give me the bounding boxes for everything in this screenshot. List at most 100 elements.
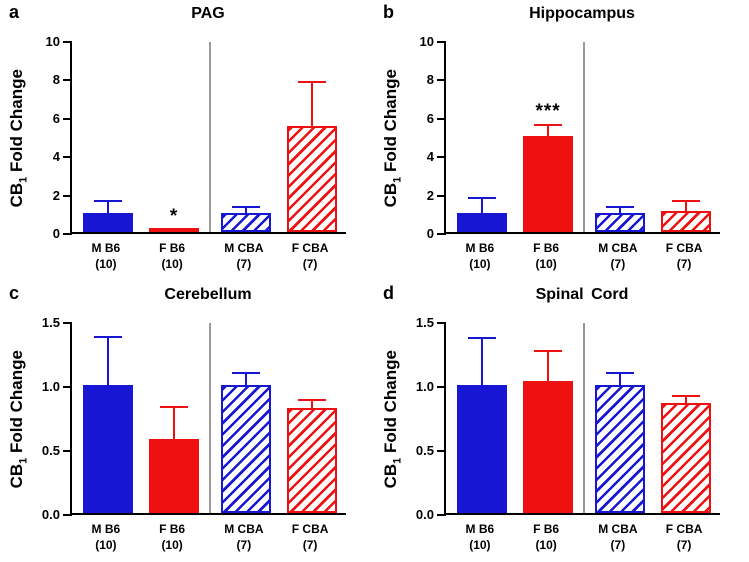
x-tick-label-line2: (10) [161,537,183,552]
x-tick-label-line1: M B6 [465,241,495,255]
x-tick-label-line2: (10) [95,537,117,552]
x-tick-label-line2: (10) [95,256,117,271]
y-tick-label: 1.5 [41,315,60,330]
y-tick [437,156,446,159]
bar [661,210,711,232]
error-bar [311,82,314,129]
error-bar [618,372,621,387]
y-tick [63,117,72,120]
y-tick-label: 8 [426,72,434,88]
x-tick-label-line2: (7) [676,256,692,271]
y-tick [437,41,446,43]
x-tick-label-line2: (10) [535,256,557,271]
y-tick-label: 6 [426,110,434,126]
group-divider [209,323,211,513]
y-tick [63,41,72,43]
x-tick-label-line2: (7) [610,537,626,552]
x-tick-label-line1: M CBA [224,241,264,255]
group-divider [583,42,585,232]
y-tick [63,386,72,388]
panel-cerebellum: c Cerebellum CB1 Fold Change 0.0 0.5 1.0 1.5 M … [0,281,374,562]
error-bar-cap [467,196,496,199]
error-bar [311,399,314,411]
x-tick-label-line2: (10) [161,256,183,271]
x-tick-label: M B6 (10) [64,522,148,553]
error-bar-cap [160,406,189,409]
y-tick-label: 2 [426,187,434,203]
significance-annotation: *** [535,100,561,122]
panel-letter: d [383,283,394,303]
y-tick [63,79,72,82]
y-tick [63,156,72,159]
error-bar [244,372,247,387]
x-tick-label: M B6 (10) [438,522,522,553]
plot-area: 0.0 0.5 1.0 1.5 [42,315,346,522]
plot-area: 0 2 4 6 8 10 *** [420,34,720,241]
error-bar [547,124,550,138]
error-bar [106,201,109,215]
y-axis-label: CB1 Fold Change [0,323,38,515]
error-bar [618,207,621,215]
y-tick [63,450,72,452]
bar [595,212,645,232]
x-tick-label-line1: M CBA [224,522,264,536]
panel-title: PAG [191,5,225,22]
x-tick-label-line1: M CBA [598,522,638,536]
bar [595,385,645,513]
y-tick-label: 10 [419,34,434,49]
x-tick-label: M B6 (10) [438,241,522,272]
x-tick-label-line2: (7) [676,537,692,552]
y-tick [437,386,446,388]
x-tick-label-line1: F B6 [533,522,560,536]
y-tick [63,233,72,235]
y-tick [63,514,72,516]
error-bar [244,207,247,215]
y-tick-label: 1.0 [41,379,60,394]
y-tick-label: 1.0 [415,379,434,394]
panel-title: Spinal Cord [535,286,629,303]
y-tick [437,233,446,235]
error-bar-cap [534,350,563,353]
y-tick-label: 0.0 [41,507,60,522]
bar [83,212,133,232]
y-tick [63,322,72,324]
y-tick [437,79,446,82]
error-bar [685,395,688,405]
y-tick-label: 4 [52,149,60,165]
significance-annotation: * [169,205,179,227]
x-tick-label: F CBA (7) [642,522,726,553]
y-axis-label-text: CB1 Fold Change [380,349,404,489]
x-tick-label-line2: (7) [236,256,252,271]
y-tick-label: 0.0 [415,507,434,522]
x-tick-label: F CBA (7) [268,241,352,272]
group-divider [583,323,585,513]
y-tick [437,194,446,197]
y-tick-label: 1.5 [415,315,434,330]
error-bar-cap [672,200,701,203]
error-bar-cap [231,371,260,374]
x-tick-label-line2: (10) [469,256,491,271]
x-tick-label: F CBA (7) [268,522,352,553]
x-tick-label-line1: M B6 [465,522,495,536]
x-tick-label: M CBA (7) [202,241,286,272]
panel-title: Hippocampus [529,5,635,22]
panel-letter: b [383,2,394,22]
x-tick-label-line1: M CBA [598,241,638,255]
error-bar-cap [298,81,327,84]
y-axis-label-text: CB1 Fold Change [6,68,30,208]
error-bar [173,407,176,441]
x-tick-label-line1: F CBA [665,241,703,255]
x-tick-label-line1: M B6 [91,522,121,536]
error-bar [480,338,483,387]
error-bar-cap [93,336,122,339]
bar [221,212,271,232]
y-tick [63,194,72,197]
error-bar [480,197,483,215]
y-tick-label: 8 [52,72,60,88]
x-tick-label-line1: F B6 [533,241,560,255]
error-bar-cap [160,228,189,231]
x-tick-label: F B6 (10) [504,241,588,272]
x-tick-label-line2: (7) [302,537,318,552]
y-axis-label-text: CB1 Fold Change [6,349,30,489]
